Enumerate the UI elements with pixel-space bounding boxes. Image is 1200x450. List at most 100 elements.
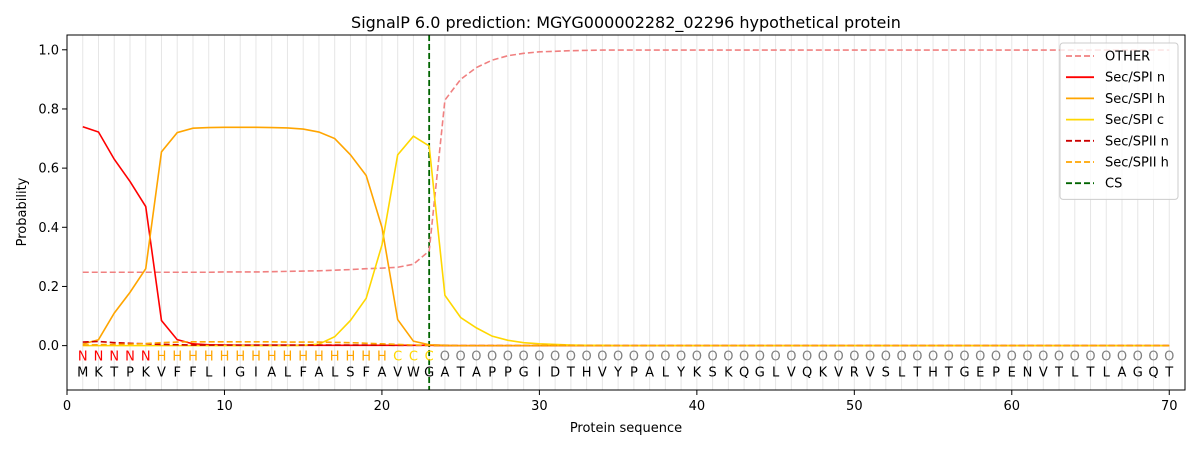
residue-label: A	[377, 366, 386, 381]
residue-label: V	[787, 366, 796, 381]
region-label: O	[1054, 349, 1064, 364]
region-label: O	[582, 349, 592, 364]
region-label: O	[550, 349, 560, 364]
legend-label: Sec/SPI h	[1105, 92, 1165, 107]
region-label: O	[471, 349, 481, 364]
residue-label: L	[1103, 366, 1111, 381]
legend-label: Sec/SPII n	[1105, 134, 1169, 149]
region-label: O	[802, 349, 812, 364]
region-label: C	[425, 349, 434, 364]
residue-label: A	[267, 366, 276, 381]
region-label: O	[755, 349, 765, 364]
region-label: O	[912, 349, 922, 364]
residue-label: L	[662, 366, 670, 381]
region-label: O	[519, 349, 529, 364]
region-label: O	[629, 349, 639, 364]
residue-label: A	[645, 366, 654, 381]
residue-label: Y	[613, 366, 622, 381]
x-tick-label: 20	[374, 399, 391, 414]
region-label: O	[786, 349, 796, 364]
residue-label: T	[456, 366, 465, 381]
region-label: O	[881, 349, 891, 364]
region-label: O	[770, 349, 780, 364]
region-label: O	[645, 349, 655, 364]
region-label: H	[330, 349, 340, 364]
residue-label: L	[1071, 366, 1079, 381]
x-tick-label: 10	[216, 399, 233, 414]
region-label: H	[220, 349, 230, 364]
region-label: O	[991, 349, 1001, 364]
residue-label: T	[912, 366, 921, 381]
residue-label: D	[550, 366, 560, 381]
residue-label: L	[772, 366, 780, 381]
series-line	[82, 125, 1170, 347]
region-label: H	[157, 349, 167, 364]
region-label: O	[487, 349, 497, 364]
region-label: O	[456, 349, 466, 364]
region-label: O	[676, 349, 686, 364]
residue-label: K	[141, 366, 150, 381]
region-label: O	[1101, 349, 1111, 364]
residue-label: V	[157, 366, 166, 381]
series-line	[82, 49, 1170, 274]
region-label: H	[361, 349, 371, 364]
region-label: O	[1022, 349, 1032, 364]
residue-label: V	[1039, 366, 1048, 381]
y-tick-label: 0.0	[38, 339, 59, 354]
residue-label: Q	[1148, 366, 1158, 381]
residue-label: E	[1008, 366, 1016, 381]
region-label: O	[928, 349, 938, 364]
residue-label: F	[173, 366, 180, 381]
region-label: O	[1070, 349, 1080, 364]
series-layer	[82, 49, 1170, 347]
residue-label: Q	[739, 366, 749, 381]
region-label: H	[172, 349, 182, 364]
residue-label: M	[77, 366, 88, 381]
residue-label: P	[126, 366, 134, 381]
legend: OTHER Sec/SPI n Sec/SPI h Sec/SPI c Sec/SPII…	[1059, 42, 1179, 200]
region-label: O	[1133, 349, 1143, 364]
residue-label: P	[504, 366, 512, 381]
residue-label: T	[1164, 366, 1173, 381]
region-label: N	[78, 349, 88, 364]
region-label: O	[1117, 349, 1127, 364]
region-label: O	[660, 349, 670, 364]
residue-label: N	[1023, 366, 1033, 381]
residue-label: L	[284, 366, 292, 381]
residue-label: P	[630, 366, 638, 381]
region-label: N	[94, 349, 104, 364]
region-label: O	[944, 349, 954, 364]
residue-label: V	[598, 366, 607, 381]
residue-label: H	[928, 366, 938, 381]
chart-title: SignalP 6.0 prediction: MGYG000002282_02…	[351, 13, 901, 33]
legend-label: Sec/SPII h	[1105, 156, 1169, 171]
region-label: N	[109, 349, 119, 364]
region-label: O	[707, 349, 717, 364]
sequence-layer: NMNKNTNPNKHVHFHFHLHIHGHIHAHLHFHAHLHSHFHA…	[77, 349, 1174, 380]
residue-label: W	[407, 366, 420, 381]
residue-label: T	[566, 366, 575, 381]
residue-label: R	[850, 366, 859, 381]
region-label: O	[692, 349, 702, 364]
region-label: O	[975, 349, 985, 364]
region-label: N	[125, 349, 135, 364]
x-axis-ticks: 0 10 20 30 40 50 60 70	[63, 390, 1178, 414]
residue-label: L	[205, 366, 213, 381]
x-tick-label: 30	[531, 399, 548, 414]
region-label: O	[1007, 349, 1017, 364]
region-label: H	[346, 349, 356, 364]
residue-label: P	[992, 366, 1000, 381]
region-label: O	[818, 349, 828, 364]
x-tick-label: 70	[1161, 399, 1178, 414]
residue-label: H	[582, 366, 592, 381]
legend-label: Sec/SPI c	[1105, 113, 1164, 128]
residue-label: G	[424, 366, 434, 381]
residue-label: A	[440, 366, 449, 381]
residue-label: G	[755, 366, 765, 381]
region-label: H	[298, 349, 308, 364]
residue-label: A	[314, 366, 323, 381]
region-label: O	[833, 349, 843, 364]
x-tick-label: 50	[846, 399, 863, 414]
y-axis-ticks: 0.0 0.2 0.4 0.6 0.8 1.0	[38, 43, 67, 354]
